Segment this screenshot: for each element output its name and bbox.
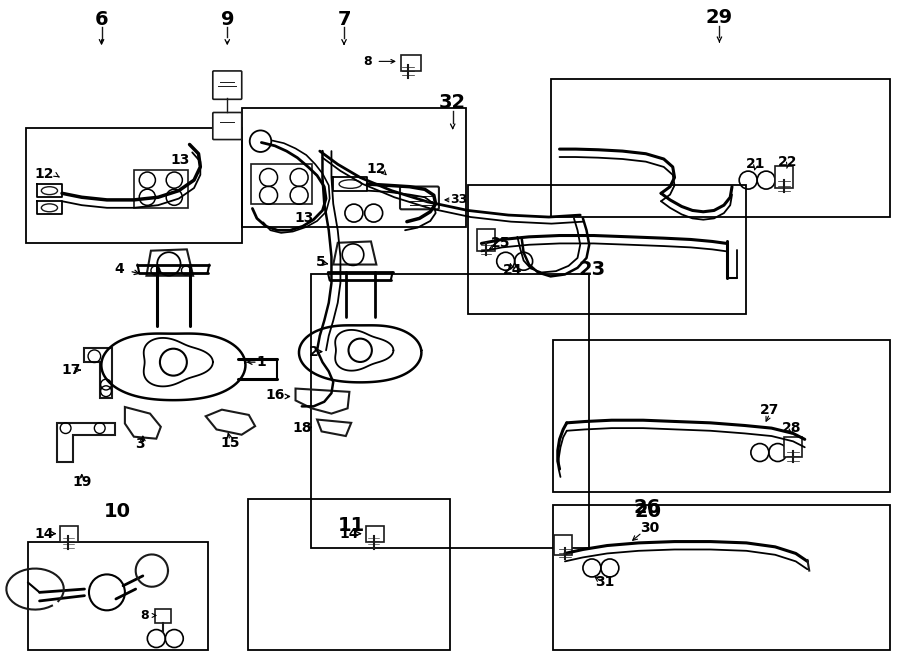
- Text: 32: 32: [439, 93, 466, 112]
- Text: 16: 16: [266, 388, 284, 402]
- Text: 24: 24: [503, 263, 523, 277]
- Text: 7: 7: [338, 10, 351, 28]
- Text: 28: 28: [781, 421, 801, 435]
- Text: 6: 6: [94, 10, 108, 28]
- Bar: [248, 498, 450, 650]
- Bar: [554, 505, 890, 650]
- FancyBboxPatch shape: [212, 71, 242, 99]
- Bar: [775, 166, 793, 188]
- Text: 27: 27: [760, 403, 779, 416]
- Text: 8: 8: [140, 609, 149, 622]
- Bar: [155, 609, 171, 623]
- Text: 19: 19: [72, 475, 92, 489]
- Text: 29: 29: [706, 8, 733, 26]
- Text: 18: 18: [292, 421, 311, 435]
- Text: 15: 15: [220, 436, 239, 449]
- Text: 3: 3: [135, 437, 145, 451]
- Bar: [784, 438, 802, 457]
- Text: 22: 22: [778, 155, 797, 169]
- Text: 14: 14: [34, 527, 54, 541]
- Text: 33: 33: [450, 194, 468, 206]
- Bar: [468, 185, 746, 314]
- Text: 14: 14: [339, 527, 359, 541]
- Text: 31: 31: [595, 576, 614, 590]
- Text: 11: 11: [338, 516, 364, 535]
- Text: 20: 20: [634, 502, 662, 522]
- Text: 5: 5: [316, 255, 326, 269]
- Bar: [60, 525, 78, 542]
- Bar: [28, 541, 208, 650]
- Text: 10: 10: [104, 502, 131, 522]
- Bar: [26, 128, 241, 243]
- Bar: [365, 525, 383, 542]
- Text: 13: 13: [295, 212, 314, 225]
- Text: 2: 2: [309, 344, 319, 359]
- Bar: [554, 535, 572, 555]
- Bar: [400, 55, 420, 71]
- FancyBboxPatch shape: [212, 112, 242, 139]
- Text: 23: 23: [579, 260, 606, 280]
- Text: 30: 30: [640, 522, 659, 535]
- Text: 8: 8: [363, 55, 372, 68]
- Bar: [554, 340, 890, 492]
- Bar: [241, 108, 466, 227]
- Text: 21: 21: [745, 157, 765, 171]
- Text: 12: 12: [366, 162, 386, 176]
- Bar: [250, 165, 311, 204]
- FancyBboxPatch shape: [400, 186, 439, 210]
- Text: 12: 12: [34, 167, 54, 180]
- Bar: [551, 79, 890, 217]
- Bar: [310, 274, 590, 548]
- Text: 25: 25: [491, 237, 510, 251]
- Text: 1: 1: [256, 355, 266, 369]
- Text: 13: 13: [171, 153, 190, 167]
- Text: 4: 4: [114, 262, 124, 276]
- Text: 26: 26: [634, 498, 661, 517]
- Bar: [477, 229, 495, 251]
- Text: 17: 17: [61, 363, 81, 377]
- Text: 9: 9: [220, 10, 234, 28]
- Bar: [134, 170, 188, 208]
